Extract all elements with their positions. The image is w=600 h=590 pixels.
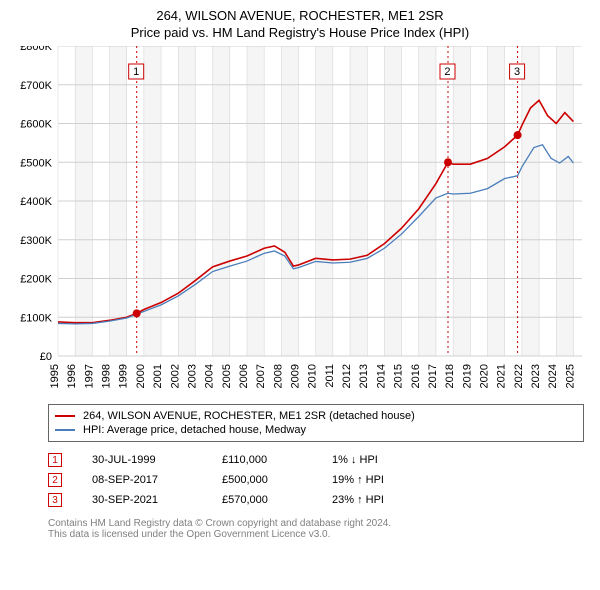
y-tick-label: £700K bbox=[20, 80, 52, 92]
sale-date: 30-SEP-2021 bbox=[92, 494, 222, 506]
x-tick-label: 2021 bbox=[496, 364, 508, 388]
x-tick-label: 2023 bbox=[530, 364, 542, 388]
y-tick-label: £600K bbox=[20, 119, 52, 131]
legend-item: HPI: Average price, detached house, Medw… bbox=[55, 423, 577, 437]
x-tick-label: 2001 bbox=[152, 364, 164, 388]
x-tick-label: 2005 bbox=[221, 364, 233, 388]
legend-label: HPI: Average price, detached house, Medw… bbox=[83, 424, 306, 436]
footnote-line: This data is licensed under the Open Gov… bbox=[48, 529, 584, 540]
chart-title: 264, WILSON AVENUE, ROCHESTER, ME1 2SR bbox=[8, 8, 592, 23]
sale-marker-box: 3 bbox=[48, 493, 62, 507]
legend-item: 264, WILSON AVENUE, ROCHESTER, ME1 2SR (… bbox=[55, 409, 577, 423]
x-tick-label: 1998 bbox=[101, 364, 113, 388]
x-tick-label: 2007 bbox=[255, 364, 267, 388]
sale-diff: 19% ↑ HPI bbox=[332, 474, 442, 486]
x-tick-label: 2008 bbox=[272, 364, 284, 388]
sale-price: £500,000 bbox=[222, 474, 332, 486]
sale-price: £570,000 bbox=[222, 494, 332, 506]
x-tick-label: 1999 bbox=[118, 364, 130, 388]
x-tick-label: 2019 bbox=[461, 364, 473, 388]
y-tick-label: £400K bbox=[20, 196, 52, 208]
x-tick-label: 1995 bbox=[49, 364, 61, 388]
x-tick-label: 2006 bbox=[238, 364, 250, 388]
sale-date: 30-JUL-1999 bbox=[92, 454, 222, 466]
sale-marker-label: 3 bbox=[514, 66, 520, 78]
y-tick-label: £500K bbox=[20, 157, 52, 169]
sale-price: £110,000 bbox=[222, 454, 332, 466]
legend-label: 264, WILSON AVENUE, ROCHESTER, ME1 2SR (… bbox=[83, 410, 415, 422]
footnote: Contains HM Land Registry data © Crown c… bbox=[48, 518, 584, 540]
y-tick-label: £100K bbox=[20, 312, 52, 324]
price-chart: £0 £100K £200K £300K £400K £500K £600K £700K £80… bbox=[8, 46, 592, 398]
x-tick-label: 2020 bbox=[479, 364, 491, 388]
chart-container: 264, WILSON AVENUE, ROCHESTER, ME1 2SR P… bbox=[8, 8, 592, 540]
x-tick-label: 2025 bbox=[564, 364, 576, 388]
y-tick-label: £300K bbox=[20, 235, 52, 247]
x-tick-label: 2003 bbox=[186, 364, 198, 388]
x-tick-label: 2004 bbox=[204, 364, 216, 388]
x-tick-label: 1997 bbox=[83, 364, 95, 388]
x-tick-label: 2009 bbox=[290, 364, 302, 388]
footnote-line: Contains HM Land Registry data © Crown c… bbox=[48, 518, 584, 529]
chart-subtitle: Price paid vs. HM Land Registry's House … bbox=[8, 25, 592, 40]
x-tick-label: 1996 bbox=[66, 364, 78, 388]
x-tick-label: 2013 bbox=[358, 364, 370, 388]
legend-swatch bbox=[55, 415, 75, 417]
legend-swatch bbox=[55, 429, 75, 431]
sale-marker-box: 1 bbox=[48, 453, 62, 467]
sales-table: 1 30-JUL-1999£110,0001% ↓ HPI 2 08-SEP-2017… bbox=[48, 450, 584, 510]
sale-marker-label: 1 bbox=[133, 66, 139, 78]
sale-diff: 1% ↓ HPI bbox=[332, 454, 442, 466]
x-tick-label: 2017 bbox=[427, 364, 439, 388]
x-tick-label: 2018 bbox=[444, 364, 456, 388]
sale-row: 3 30-SEP-2021£570,00023% ↑ HPI bbox=[48, 490, 584, 510]
x-tick-label: 2012 bbox=[341, 364, 353, 388]
x-tick-label: 2002 bbox=[169, 364, 181, 388]
legend: 264, WILSON AVENUE, ROCHESTER, ME1 2SR (… bbox=[48, 404, 584, 442]
x-tick-label: 2010 bbox=[307, 364, 319, 388]
x-tick-label: 2015 bbox=[393, 364, 405, 388]
x-tick-label: 2014 bbox=[375, 364, 387, 388]
sale-diff: 23% ↑ HPI bbox=[332, 494, 442, 506]
sale-marker-label: 2 bbox=[444, 66, 450, 78]
sale-date: 08-SEP-2017 bbox=[92, 474, 222, 486]
sale-marker-box: 2 bbox=[48, 473, 62, 487]
x-tick-label: 2022 bbox=[513, 364, 525, 388]
sale-row: 1 30-JUL-1999£110,0001% ↓ HPI bbox=[48, 450, 584, 470]
y-tick-label: £800K bbox=[20, 46, 52, 53]
x-tick-label: 2011 bbox=[324, 364, 336, 388]
sale-row: 2 08-SEP-2017£500,00019% ↑ HPI bbox=[48, 470, 584, 490]
x-tick-label: 2000 bbox=[135, 364, 147, 388]
x-tick-label: 2024 bbox=[547, 364, 559, 388]
y-tick-label: £0 bbox=[40, 351, 52, 363]
y-tick-label: £200K bbox=[20, 274, 52, 286]
x-tick-label: 2016 bbox=[410, 364, 422, 388]
